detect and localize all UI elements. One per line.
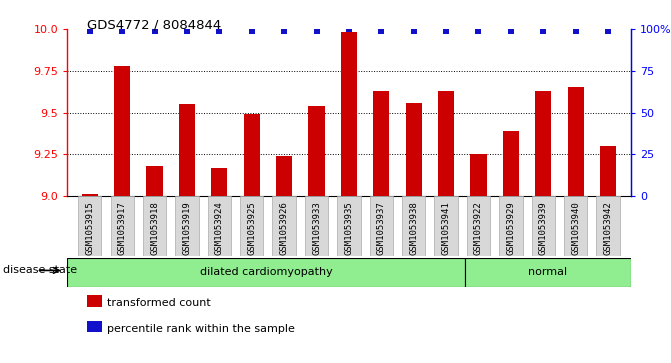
Bar bbox=[597, 196, 620, 256]
Bar bbox=[338, 196, 360, 256]
Bar bbox=[438, 91, 454, 196]
Text: GSM1053933: GSM1053933 bbox=[312, 201, 321, 254]
Point bbox=[603, 28, 613, 34]
Bar bbox=[114, 66, 130, 196]
Bar bbox=[564, 196, 587, 256]
Bar bbox=[402, 196, 425, 256]
Bar bbox=[272, 196, 296, 256]
Point bbox=[182, 28, 193, 34]
Text: transformed count: transformed count bbox=[107, 298, 211, 308]
Bar bbox=[82, 194, 98, 196]
Bar bbox=[467, 196, 490, 256]
Point bbox=[473, 28, 484, 34]
Bar bbox=[179, 104, 195, 196]
Text: GSM1053929: GSM1053929 bbox=[507, 201, 515, 254]
Text: GSM1053917: GSM1053917 bbox=[117, 201, 127, 254]
Bar bbox=[276, 156, 293, 196]
Bar bbox=[470, 154, 486, 196]
Text: dilated cardiomyopathy: dilated cardiomyopathy bbox=[200, 267, 332, 277]
Point bbox=[214, 28, 225, 34]
Text: GSM1053915: GSM1053915 bbox=[85, 201, 94, 254]
Point bbox=[344, 26, 354, 32]
Bar bbox=[67, 258, 465, 287]
Point bbox=[149, 28, 160, 34]
Point bbox=[538, 28, 549, 34]
Text: GSM1053941: GSM1053941 bbox=[442, 201, 451, 254]
Point bbox=[117, 28, 127, 34]
Bar bbox=[535, 91, 552, 196]
Text: GSM1053926: GSM1053926 bbox=[280, 201, 289, 254]
Bar bbox=[309, 106, 325, 196]
Text: GSM1053940: GSM1053940 bbox=[571, 201, 580, 254]
Text: GSM1053938: GSM1053938 bbox=[409, 201, 418, 254]
Point bbox=[505, 28, 516, 34]
Bar bbox=[146, 166, 162, 196]
Bar bbox=[208, 196, 231, 256]
Text: GSM1053937: GSM1053937 bbox=[377, 201, 386, 254]
Text: disease state: disease state bbox=[3, 265, 77, 276]
Point bbox=[246, 28, 257, 34]
Point bbox=[311, 28, 322, 34]
Bar bbox=[111, 196, 134, 256]
Point bbox=[278, 28, 289, 34]
Bar bbox=[211, 168, 227, 196]
Bar bbox=[465, 258, 631, 287]
Bar bbox=[143, 196, 166, 256]
Text: GSM1053918: GSM1053918 bbox=[150, 201, 159, 254]
Text: normal: normal bbox=[528, 267, 568, 277]
Text: GSM1053922: GSM1053922 bbox=[474, 201, 483, 254]
Bar bbox=[568, 87, 584, 196]
Text: GSM1053924: GSM1053924 bbox=[215, 201, 224, 254]
Point bbox=[409, 28, 419, 34]
Text: percentile rank within the sample: percentile rank within the sample bbox=[107, 323, 295, 334]
Bar bbox=[240, 196, 264, 256]
Bar bbox=[370, 196, 393, 256]
Text: GSM1053942: GSM1053942 bbox=[604, 201, 613, 254]
Text: GSM1053925: GSM1053925 bbox=[247, 201, 256, 254]
Bar bbox=[531, 196, 555, 256]
Bar bbox=[305, 196, 328, 256]
Bar bbox=[244, 114, 260, 196]
Bar bbox=[78, 196, 101, 256]
Bar bbox=[341, 32, 357, 196]
Bar bbox=[405, 102, 422, 196]
Point bbox=[570, 28, 581, 34]
Point bbox=[376, 28, 386, 34]
Text: GDS4772 / 8084844: GDS4772 / 8084844 bbox=[87, 18, 221, 31]
Bar bbox=[503, 131, 519, 196]
Bar bbox=[600, 146, 616, 196]
Bar bbox=[434, 196, 458, 256]
Bar bbox=[373, 91, 389, 196]
Point bbox=[441, 28, 452, 34]
Text: GSM1053919: GSM1053919 bbox=[183, 201, 191, 254]
Bar bbox=[499, 196, 523, 256]
Text: GSM1053939: GSM1053939 bbox=[539, 201, 548, 254]
Point bbox=[85, 28, 95, 34]
Bar bbox=[175, 196, 199, 256]
Text: GSM1053935: GSM1053935 bbox=[344, 201, 354, 254]
